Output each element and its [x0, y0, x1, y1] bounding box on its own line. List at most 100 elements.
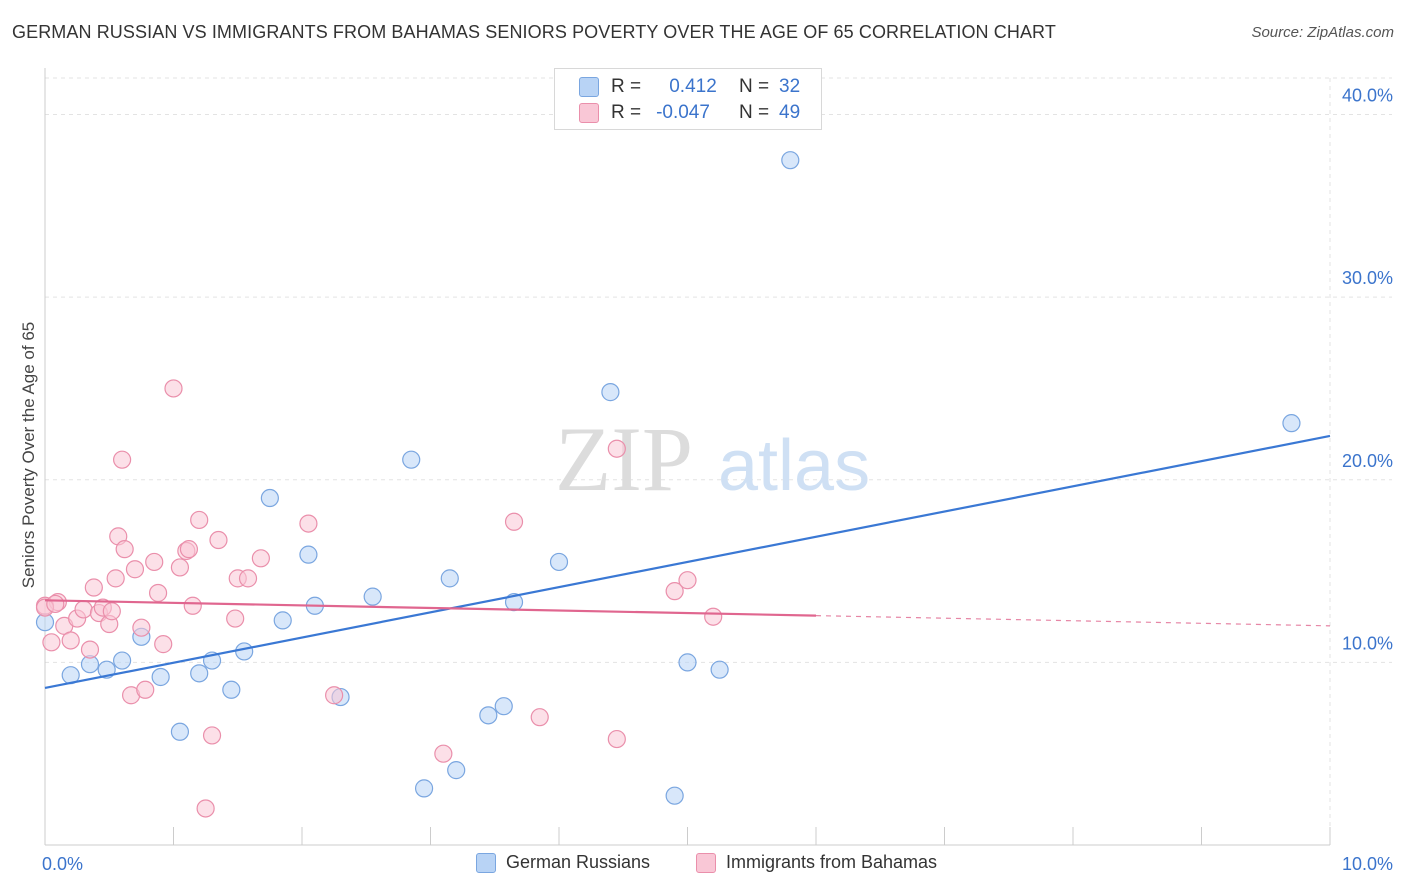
point-bahamas-35	[238, 569, 258, 588]
point-bahamas-7	[80, 640, 100, 659]
point-bahamas-8	[84, 578, 103, 597]
point-bahamas-42	[607, 729, 626, 749]
point-german-russians-7	[170, 722, 190, 741]
point-german-russians-14	[299, 545, 318, 564]
legend-label-german-russians: German Russians	[506, 852, 651, 872]
point-bahamas-27	[179, 540, 199, 559]
point-german-russians-28	[678, 653, 697, 672]
swatch-german-russians	[579, 77, 599, 97]
legend-swatch-german-russians	[476, 852, 496, 873]
point-bahamas-25	[170, 558, 190, 577]
point-bahamas-21	[145, 552, 164, 572]
series-legend: German Russians Immigrants from Bahamas	[0, 850, 1406, 880]
axes	[44, 68, 1331, 846]
point-bahamas-33	[226, 609, 245, 628]
y-tick-label-2: 30.0%	[1342, 268, 1393, 288]
point-german-russians-17	[363, 587, 382, 606]
x-tick-label-0: 0.0%	[42, 854, 83, 874]
swatch-bahamas	[579, 103, 599, 123]
point-bahamas-12	[102, 602, 121, 621]
point-bahamas-32	[209, 530, 228, 550]
chart-title: GERMAN RUSSIAN VS IMMIGRANTS FROM BAHAMA…	[12, 22, 1056, 42]
stats-row-german-russians: R = 0.412 N = 32	[579, 74, 800, 100]
point-bahamas-40	[504, 512, 524, 531]
n-value: 32	[779, 76, 801, 97]
watermark: ZIP atlas	[555, 408, 870, 510]
watermark-zip: ZIP	[555, 408, 693, 510]
n-value: 49	[779, 102, 801, 123]
point-bahamas-37	[299, 514, 318, 533]
stats-legend: R = 0.412 N = 32 R = -0.047 N = 49	[554, 68, 822, 130]
point-bahamas-1	[42, 633, 61, 652]
stats-row-bahamas: R = -0.047 N = 49	[579, 100, 800, 126]
point-german-russians-21	[447, 761, 466, 780]
trend-line-german-russians	[44, 434, 1331, 690]
r-value: -0.047	[656, 102, 710, 123]
point-german-russians-30	[781, 151, 800, 170]
legend-label-bahamas: Immigrants from Bahamas	[726, 852, 938, 872]
point-bahamas-13	[106, 569, 125, 588]
point-german-russians-25	[549, 552, 569, 572]
point-german-russians-12	[260, 488, 279, 508]
point-bahamas-22	[148, 583, 168, 603]
point-bahamas-16	[115, 540, 134, 559]
y-axis-label: Seniors Poverty Over the Age of 65	[19, 322, 38, 588]
point-bahamas-29	[190, 510, 209, 530]
data-points	[35, 151, 1301, 818]
legend-item-german-russians: German Russians	[476, 852, 650, 873]
point-german-russians-27	[665, 786, 684, 805]
point-german-russians-23	[494, 697, 513, 716]
y-tick-label-0: 10.0%	[1342, 633, 1393, 653]
y-tick-label-3: 40.0%	[1342, 86, 1393, 106]
point-bahamas-19	[132, 618, 151, 637]
trend-line-dashed-bahamas	[815, 615, 1331, 627]
point-bahamas-24	[164, 379, 183, 398]
point-german-russians-26	[601, 383, 620, 402]
point-german-russians-4	[112, 651, 132, 670]
point-bahamas-45	[678, 571, 697, 590]
n-label: N =	[739, 76, 770, 97]
r-label: R =	[611, 76, 642, 97]
point-bahamas-48	[46, 594, 65, 614]
point-german-russians-11	[235, 642, 254, 661]
trend-lines	[44, 434, 1331, 690]
legend-swatch-bahamas	[696, 852, 716, 873]
source-credit: Source: ZipAtlas.com	[1251, 24, 1394, 41]
point-bahamas-15	[112, 450, 132, 469]
point-german-russians-29	[710, 660, 729, 679]
point-bahamas-38	[325, 686, 344, 705]
r-value: 0.412	[669, 76, 717, 97]
point-bahamas-28	[183, 596, 202, 615]
point-bahamas-41	[530, 708, 549, 727]
watermark-atlas: atlas	[718, 426, 870, 506]
point-bahamas-31	[202, 726, 222, 745]
point-german-russians-6	[151, 667, 170, 687]
point-german-russians-10	[222, 680, 241, 699]
r-label: R =	[611, 102, 642, 123]
point-bahamas-20	[136, 680, 155, 699]
point-bahamas-23	[154, 635, 173, 654]
point-german-russians-20	[440, 569, 459, 588]
point-bahamas-4	[61, 631, 80, 650]
point-german-russians-8	[190, 664, 209, 683]
point-bahamas-46	[704, 607, 723, 626]
point-bahamas-30	[196, 799, 215, 818]
tick-labels: 10.0% 20.0% 30.0% 40.0% 0.0% 10.0%	[42, 86, 1393, 874]
n-label: N =	[739, 102, 770, 123]
trend-line-bahamas	[44, 599, 817, 617]
y-tick-label-1: 20.0%	[1342, 451, 1393, 471]
point-bahamas-6	[74, 600, 93, 619]
point-german-russians-18	[402, 450, 421, 469]
point-bahamas-44	[665, 582, 684, 601]
point-bahamas-18	[125, 560, 145, 579]
point-bahamas-43	[607, 439, 626, 458]
legend-item-bahamas: Immigrants from Bahamas	[696, 852, 937, 873]
point-bahamas-36	[251, 549, 270, 568]
point-bahamas-39	[434, 744, 453, 763]
point-german-russians-22	[479, 706, 498, 725]
point-german-russians-31	[1282, 414, 1301, 433]
point-german-russians-19	[414, 779, 434, 798]
point-german-russians-13	[273, 611, 292, 630]
x-tick-label-1: 10.0%	[1342, 854, 1393, 874]
